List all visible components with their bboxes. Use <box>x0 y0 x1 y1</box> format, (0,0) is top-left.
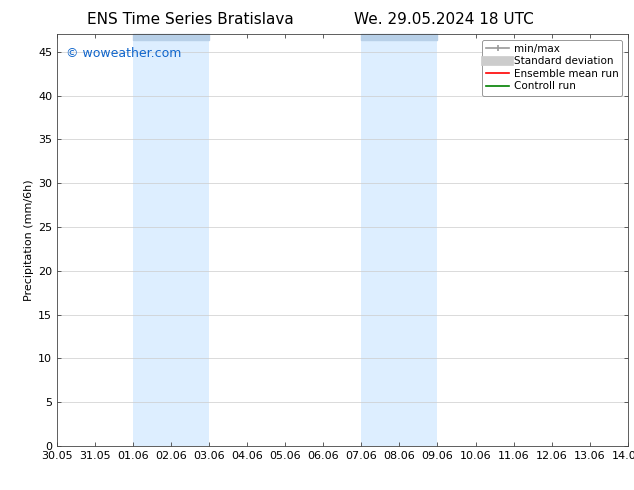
Bar <box>133 34 209 41</box>
Text: ENS Time Series Bratislava: ENS Time Series Bratislava <box>87 12 294 27</box>
Bar <box>361 34 437 446</box>
Legend: min/max, Standard deviation, Ensemble mean run, Controll run: min/max, Standard deviation, Ensemble me… <box>482 40 623 96</box>
Bar <box>133 34 209 446</box>
Y-axis label: Precipitation (mm/6h): Precipitation (mm/6h) <box>24 179 34 301</box>
Bar <box>361 34 437 41</box>
Text: © woweather.com: © woweather.com <box>66 47 181 60</box>
Text: We. 29.05.2024 18 UTC: We. 29.05.2024 18 UTC <box>354 12 534 27</box>
